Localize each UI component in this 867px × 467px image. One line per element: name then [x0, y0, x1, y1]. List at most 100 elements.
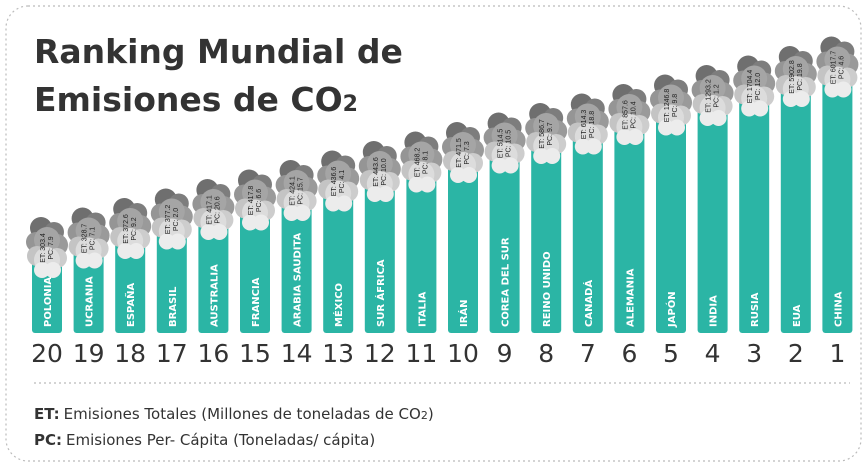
cloud-puff: [408, 176, 425, 193]
bar: [822, 81, 853, 333]
pc-label: PC: 2.0: [173, 208, 180, 231]
cloud-puff: [158, 198, 185, 225]
pc-label: PC: 9.7: [547, 122, 554, 145]
country-label: UCRANIA: [85, 276, 96, 327]
country-label: COREA DEL SUR: [501, 237, 512, 327]
cloud: ET: 1293.2 PC: 1.2: [691, 65, 734, 126]
cloud: ET: 468.2 PC: 8.1: [400, 131, 443, 193]
cloud-puff: [574, 103, 601, 130]
cloud: ET: 372.6 PC: 9.2: [109, 198, 152, 259]
pc-label: PC: 10.4: [630, 101, 637, 128]
cloud-puff: [336, 195, 353, 212]
cloud-puff: [782, 91, 799, 107]
cloud-puff: [242, 214, 258, 231]
cloud-puff: [741, 65, 768, 92]
cloud-puff: [211, 224, 228, 240]
cloud-puff: [741, 100, 758, 117]
cloud-puff: [491, 157, 508, 174]
cloud-puff: [283, 170, 310, 196]
bar: [780, 91, 811, 333]
rank-label: 3: [746, 339, 762, 368]
cloud-puff: [450, 167, 466, 183]
title-line: Emisiones de CO2: [34, 80, 358, 119]
cloud-puff: [75, 217, 102, 244]
cloud: ET: 1704.4 PC: 12.0: [733, 55, 776, 117]
legend-key: PC:: [34, 431, 62, 449]
cloud-puff: [450, 132, 476, 158]
rank-label: 17: [156, 339, 188, 368]
et-label: ET: 1293.2: [706, 79, 713, 113]
cloud: ET: 443.6 PC: 10.0: [358, 141, 401, 202]
country-label: EUA: [792, 304, 803, 327]
rank-label: 1: [829, 339, 845, 368]
rank-label: 11: [405, 339, 437, 368]
pc-label: PC: 7.3: [464, 141, 471, 164]
pc-label: PC: 20.6: [214, 196, 221, 223]
cloud-puff: [34, 262, 50, 278]
bar: [73, 252, 104, 333]
title-sub: 2: [343, 92, 358, 117]
bar: [697, 110, 728, 333]
cloud-puff: [117, 208, 144, 234]
cloud-puff: [283, 205, 300, 221]
cloud-puff: [699, 75, 726, 101]
cloud: ET: 614.3 PC: 18.8: [566, 93, 609, 155]
rank-label: 10: [447, 339, 479, 368]
bar: [406, 176, 437, 333]
bar: [323, 195, 354, 333]
cloud-puff: [699, 110, 716, 126]
bar: [281, 205, 312, 333]
country-label: AUSTRALIA: [209, 264, 220, 327]
country-label: ARABIA SAUDITA: [293, 232, 304, 327]
pc-label: PC: 4.6: [838, 56, 845, 79]
pc-label: PC: 15.7: [298, 177, 305, 204]
country-label: CHINA: [833, 291, 844, 327]
rank-label: 4: [705, 339, 721, 368]
cloud: ET: 586.7 PC: 9.7: [525, 103, 568, 164]
bar: [656, 119, 686, 333]
country-label: JAPÓN: [665, 291, 678, 328]
et-label: ET: 5902.8: [789, 60, 796, 94]
et-label: ET: 514.5: [498, 129, 505, 159]
cloud-puff: [366, 186, 383, 202]
pc-label: PC: 12.0: [755, 73, 762, 100]
rank-label: 2: [788, 339, 804, 368]
pc-label: PC: 8.1: [422, 151, 429, 174]
et-label: ET: 6017.7: [830, 51, 837, 85]
cloud-puff: [366, 151, 393, 177]
bar: [32, 262, 62, 333]
cloud: ET: 471.5 PC: 7.3: [442, 122, 484, 183]
et-label: ET: 586.7: [539, 119, 546, 149]
et-label: ET: 417.8: [248, 186, 255, 216]
cloud-puff: [34, 227, 60, 253]
bar: [489, 157, 520, 333]
pc-label: PC: 9.8: [672, 94, 679, 117]
rank-label: 9: [497, 339, 513, 368]
cloud-puff: [253, 214, 269, 231]
cloud-puff: [616, 129, 633, 145]
cloud-puff: [793, 91, 810, 107]
rank-label: 20: [31, 339, 63, 368]
cloud-puff: [408, 141, 435, 168]
bar: [614, 129, 645, 333]
cloud-puff: [710, 110, 727, 126]
pc-label: PC: 1.2: [714, 84, 721, 107]
legend-text: 2: [421, 409, 428, 422]
cloud-puff: [419, 176, 436, 193]
rank-label: 6: [621, 339, 637, 368]
cloud: ET: 303.4 PC: 7.9: [26, 217, 68, 278]
cloud-puff: [86, 252, 103, 269]
legend-text: ): [428, 405, 434, 423]
et-label: ET: 424.1: [290, 176, 297, 206]
cloud: ET: 6017.7 PC: 4.6: [816, 36, 859, 98]
country-label: POLONIA: [43, 277, 54, 327]
cloud-puff: [824, 46, 851, 73]
et-label: ET: 436.6: [331, 167, 338, 197]
et-label: ET: 328.7: [82, 224, 89, 254]
et-label: ET: 1704.4: [747, 70, 754, 104]
et-label: ET: 417.1: [206, 195, 213, 225]
pc-label: PC: 7.9: [48, 236, 55, 259]
cloud-puff: [752, 100, 769, 117]
cloud-puff: [658, 84, 684, 111]
